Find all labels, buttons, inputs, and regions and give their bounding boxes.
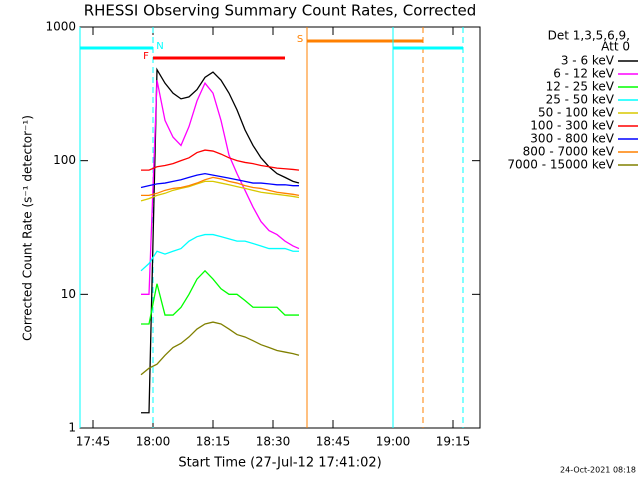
series-line [140,172,299,189]
legend-title: Att 0 [601,40,630,54]
chart-title: RHESSI Observing Summary Count Rates, Co… [84,2,477,20]
x-tick-label: 19:15 [436,435,471,449]
series-line [140,233,299,272]
legend-label: 25 - 50 keV [546,93,615,107]
x-tick-label: 18:45 [316,435,351,449]
x-tick-label: 17:45 [76,435,111,449]
series-line [140,180,300,202]
legend-label: 800 - 7000 keV [523,145,615,159]
y-tick-label: 1 [68,421,76,435]
legend-label: 300 - 800 keV [530,132,614,146]
legend-label: 12 - 25 keV [546,80,615,94]
interval-label: N [156,41,163,52]
x-tick-label: 19:00 [376,435,411,449]
legend-title: Det 1,3,5,6,9, [548,29,630,43]
series-line [140,321,300,376]
legend-label: 100 - 300 keV [530,119,614,133]
y-tick-label: 1000 [45,20,76,34]
series-line [141,269,299,325]
y-axis-label: Corrected Count Rate (s⁻¹ detector⁻¹) [21,115,35,341]
y-tick-label: 10 [61,287,76,301]
footer: 24-Oct-2021 08:18 [560,466,636,475]
legend-label: 6 - 12 keV [553,67,615,81]
series-line [141,80,300,295]
series-line [141,67,300,414]
legend-label: 7000 - 15000 keV [507,158,614,172]
x-tick-label: 18:15 [196,435,231,449]
x-tick-label: 18:00 [136,435,171,449]
x-tick-label: 18:30 [256,435,291,449]
series-line [141,149,300,171]
interval-label: F [143,51,149,62]
interval-label: S [297,34,303,45]
legend-label: 50 - 100 keV [538,106,615,120]
y-tick-label: 100 [53,153,76,167]
x-axis-label: Start Time (27-Jul-12 17:41:02) [178,456,381,471]
legend-label: 3 - 6 keV [561,54,615,68]
series-line [141,176,300,197]
